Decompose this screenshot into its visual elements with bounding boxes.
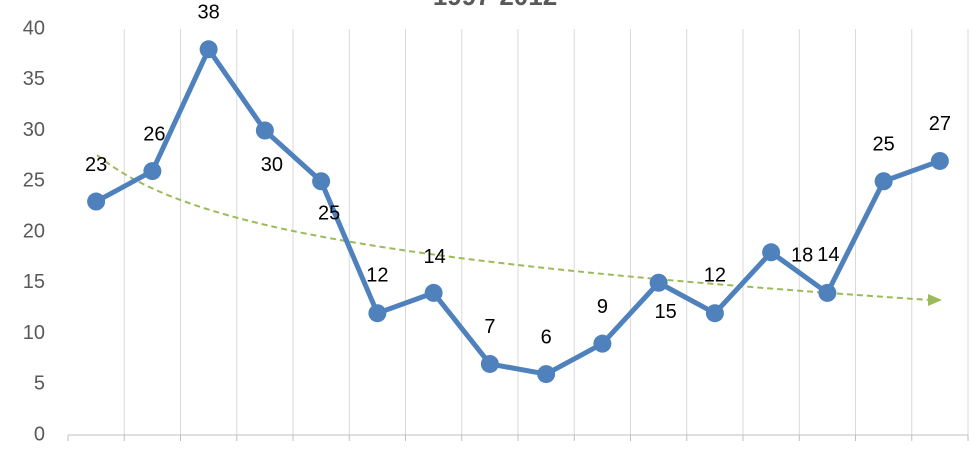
y-tick-label: 5 — [34, 373, 45, 395]
marker — [312, 172, 331, 191]
marker — [143, 162, 162, 181]
data-label: 14 — [424, 246, 446, 268]
data-label: 25 — [873, 134, 895, 156]
y-tick-label: 15 — [23, 271, 45, 293]
data-label: 27 — [929, 113, 951, 135]
y-tick-label: 10 — [23, 322, 45, 344]
y-tick-label: 0 — [34, 423, 45, 445]
trendline — [96, 154, 931, 301]
y-tick-label: 40 — [23, 17, 45, 39]
chart-title: 1997-2012 — [433, 0, 557, 11]
marker — [762, 243, 781, 262]
trendline-arrow — [928, 294, 942, 306]
y-tick-label: 35 — [23, 68, 45, 90]
data-label: 38 — [198, 2, 220, 24]
data-label: 25 — [318, 203, 340, 225]
marker — [255, 121, 274, 140]
marker — [930, 151, 949, 170]
marker — [705, 304, 724, 323]
data-label: 14 — [817, 244, 839, 266]
y-tick-label: 20 — [23, 220, 45, 242]
marker — [649, 273, 668, 292]
data-label: 26 — [143, 123, 165, 145]
data-label: 30 — [261, 154, 283, 176]
data-label: 12 — [366, 264, 388, 286]
y-tick-label: 25 — [23, 170, 45, 192]
marker — [87, 192, 106, 211]
marker — [480, 354, 499, 373]
data-label: 7 — [484, 316, 495, 338]
data-label: 23 — [85, 154, 107, 176]
data-label: 18 — [791, 245, 813, 267]
data-label: 9 — [597, 296, 608, 318]
marker — [424, 283, 443, 302]
y-tick-label: 30 — [23, 119, 45, 141]
marker — [818, 283, 837, 302]
data-label: 6 — [541, 326, 552, 348]
marker — [874, 172, 893, 191]
marker — [368, 304, 387, 323]
data-label: 12 — [704, 264, 726, 286]
marker — [537, 365, 556, 384]
marker — [593, 334, 612, 353]
marker — [199, 40, 218, 59]
line — [94, 46, 941, 377]
data-label: 15 — [655, 301, 677, 323]
